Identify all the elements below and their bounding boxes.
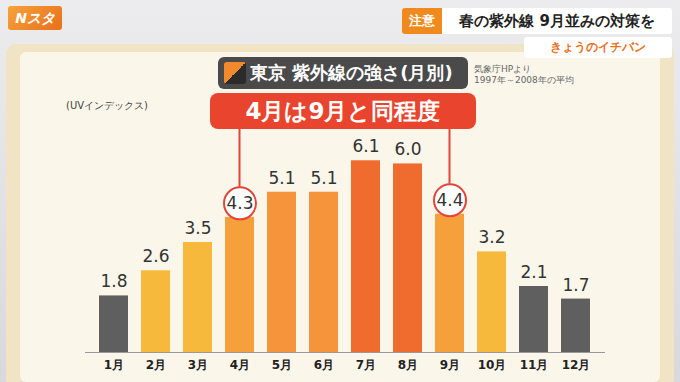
html-text:注意: 注意 (409, 13, 435, 28)
svg-text:1.8: 1.8 (100, 271, 127, 291)
svg-text:4.3: 4.3 (226, 193, 253, 213)
svg-text:12月: 12月 (562, 358, 591, 372)
svg-text:9月: 9月 (440, 358, 460, 372)
svg-text:7月: 7月 (356, 358, 376, 372)
svg-text:10月: 10月 (478, 358, 507, 372)
html-text:1997年～2008年の平均: 1997年～2008年の平均 (474, 75, 574, 85)
svg-text:4月: 4月 (230, 358, 250, 372)
html-text:春の紫外線 9月並みの対策を: 春の紫外線 9月並みの対策を (459, 12, 655, 30)
svg-text:11月: 11月 (520, 358, 549, 372)
svg-text:8月: 8月 (398, 358, 418, 372)
svg-text:5月: 5月 (272, 358, 292, 372)
svg-text:5.1: 5.1 (310, 168, 337, 188)
svg-text:2月: 2月 (146, 358, 166, 372)
svg-text:1.7: 1.7 (562, 275, 589, 295)
svg-text:5.1: 5.1 (268, 168, 295, 188)
svg-text:3.2: 3.2 (478, 227, 505, 247)
html-text:Nスタ: Nスタ (15, 10, 55, 26)
svg-text:4.4: 4.4 (436, 190, 463, 210)
html-text:きょうのイチバン: きょうのイチバン (550, 40, 646, 54)
svg-text:6.0: 6.0 (394, 139, 421, 159)
svg-text:2.1: 2.1 (520, 262, 547, 282)
html-text:4月は9月と同程度: 4月は9月と同程度 (245, 98, 441, 124)
html-text:気象庁HPより: 気象庁HPより (474, 64, 532, 74)
svg-text:2.6: 2.6 (142, 246, 169, 266)
svg-text:1月: 1月 (104, 358, 124, 372)
svg-text:6月: 6月 (314, 358, 334, 372)
html-text:東京 紫外線の強さ(月別): 東京 紫外線の強さ(月別) (250, 62, 453, 83)
svg-text:3月: 3月 (188, 358, 208, 372)
svg-text:3.5: 3.5 (184, 218, 211, 238)
svg-text:6.1: 6.1 (352, 136, 379, 156)
html-text:(UVインデックス): (UVインデックス) (66, 100, 148, 111)
